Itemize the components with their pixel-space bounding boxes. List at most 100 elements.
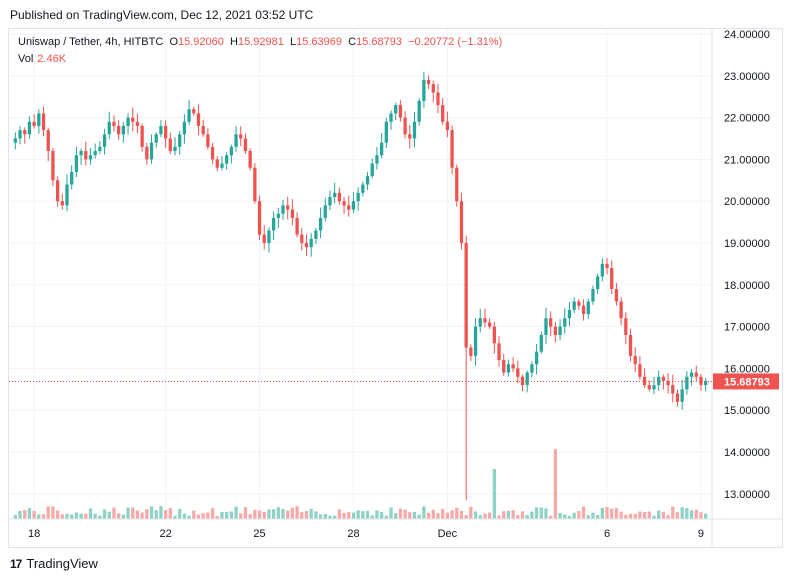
volume-bar (337, 509, 342, 519)
candle-body (229, 146, 234, 156)
candle-body (23, 130, 27, 135)
candle-body (642, 376, 647, 386)
volume-bar (516, 515, 520, 519)
candle-body (685, 376, 689, 390)
candle-body (154, 134, 158, 143)
volume-bar (633, 513, 637, 519)
volume-bar (196, 514, 201, 519)
price-tick-label: 17.00000 (724, 322, 770, 334)
candle-body (704, 380, 708, 386)
candle-body (596, 276, 600, 289)
candle-body (563, 318, 567, 327)
candle-body (98, 146, 102, 152)
candle-body (450, 130, 454, 168)
candle-body (234, 134, 238, 147)
volume-bar (210, 508, 215, 519)
volume-bar (135, 510, 140, 519)
volume-bar (417, 514, 421, 519)
candle-body (539, 334, 543, 352)
time-tick-label: 28 (347, 528, 359, 540)
volume-bar (173, 515, 177, 519)
candle-body (239, 134, 243, 139)
candle-body (469, 347, 473, 356)
volume-bar (628, 513, 633, 519)
volume-bar (502, 511, 506, 519)
candle-body (657, 376, 661, 386)
candle-body (394, 105, 398, 114)
candle-body (281, 205, 285, 214)
open-label: O (169, 36, 178, 48)
volume-bar (675, 512, 680, 519)
volume-bar (596, 514, 600, 519)
volume-bar (65, 513, 69, 519)
candle-body (337, 192, 342, 202)
candle-body (497, 343, 501, 361)
candle-body (192, 109, 196, 114)
time-tick-label: 9 (698, 528, 704, 540)
volume-bar (107, 511, 111, 519)
candle-body (375, 155, 379, 164)
candle-body (168, 138, 172, 152)
volume-bar (431, 509, 435, 519)
volume-bar (441, 508, 445, 519)
candle-body (699, 376, 703, 386)
volume-bar (572, 512, 576, 519)
candle-body (32, 121, 36, 126)
candle-body (581, 305, 586, 315)
volume-bar (445, 512, 450, 519)
price-tick-label: 22.00000 (724, 113, 770, 125)
candle-body (323, 205, 327, 218)
candle-body (267, 230, 271, 243)
candle-body (159, 125, 163, 135)
candle-body (666, 380, 670, 386)
volume-label: Vol (18, 53, 34, 65)
volume-bar (168, 508, 172, 519)
candle-body (314, 230, 318, 239)
volume-bar (356, 510, 360, 519)
volume-bar (558, 513, 562, 519)
candle-body (671, 385, 675, 394)
volume-bar (23, 510, 27, 519)
volume-bar (51, 506, 55, 519)
volume-value: 2.46K (37, 53, 67, 65)
price-tick-label: 15.00000 (724, 405, 770, 417)
volume-bar (666, 515, 670, 519)
candle-body (525, 372, 529, 386)
volume-bar (88, 508, 93, 519)
candle-body (647, 385, 651, 390)
candle-body (206, 134, 210, 147)
volume-bar (642, 512, 647, 519)
candle-body (333, 192, 337, 198)
volume-bar (370, 515, 374, 519)
volume-bar (483, 513, 487, 519)
volume-bar (145, 509, 149, 519)
candle-body (117, 125, 121, 135)
candle-body (318, 217, 323, 231)
volume-bar (652, 515, 656, 519)
candle-body (145, 146, 149, 160)
volume-bar (605, 507, 609, 519)
candle-body (591, 288, 595, 302)
candle-body (422, 79, 426, 101)
volume-bar (361, 511, 365, 519)
candle-body (356, 192, 360, 202)
candle-body (271, 217, 276, 231)
candle-body (694, 372, 698, 377)
candle-body (680, 389, 684, 402)
volume-bar (492, 469, 496, 519)
candle-body (253, 167, 257, 202)
volume-bar (389, 507, 393, 519)
volume-bar (685, 508, 689, 519)
volume-bar (384, 515, 388, 519)
volume-bar (586, 515, 590, 519)
chart-frame[interactable] (8, 28, 783, 548)
volume-bar (117, 513, 121, 519)
volume-bar (149, 506, 154, 519)
volume-bar (225, 511, 229, 519)
volume-bar (534, 507, 539, 519)
published-info: Published on TradingView.com, Dec 12, 20… (10, 8, 314, 22)
time-tick-label: 25 (253, 528, 265, 540)
candle-body (464, 243, 468, 348)
volume-bar (379, 511, 384, 519)
